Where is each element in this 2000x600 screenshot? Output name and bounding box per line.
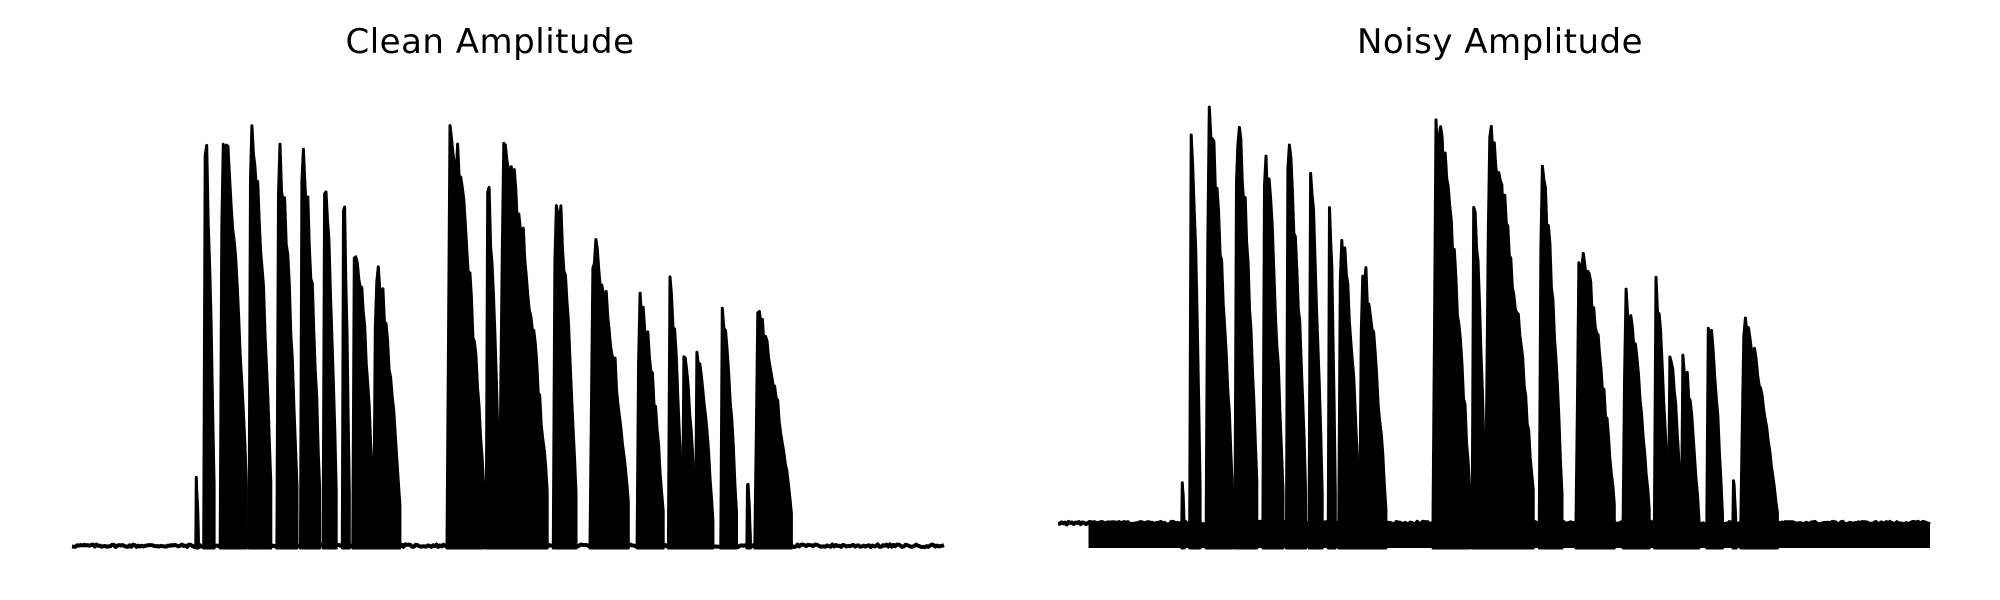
amplitude-burst — [340, 205, 351, 550]
amplitude-burst — [1188, 133, 1202, 550]
clean-amplitude-plot — [71, 124, 945, 550]
chart-title-clean: Clean Amplitude — [345, 22, 635, 62]
amplitude-burst — [202, 143, 216, 550]
amplitude-burst — [1483, 124, 1535, 550]
amplitude-burst — [666, 275, 684, 550]
amplitude-burst — [484, 185, 501, 550]
amplitude-burst — [275, 142, 299, 550]
amplitude-burst — [588, 238, 630, 550]
clean-amplitude-chart: Clean Amplitude — [71, 22, 945, 550]
amplitude-burst — [194, 475, 200, 550]
amplitude-burst — [1307, 171, 1324, 550]
noisy-amplitude-chart: Noisy Amplitude — [1000, 0, 2000, 600]
amplitude-burst — [218, 142, 248, 550]
amplitude-burst — [321, 190, 338, 550]
amplitude-burst — [1261, 154, 1285, 550]
amplitude-burst — [745, 482, 752, 550]
amplitude-burst — [1358, 266, 1388, 550]
amplitude-burst — [1731, 479, 1738, 550]
amplitude-burst — [1652, 275, 1670, 550]
amplitude-burst — [1705, 326, 1724, 550]
amplitude-burst — [1574, 251, 1616, 550]
amplitude-burst — [351, 255, 376, 550]
amplitude-burst — [247, 124, 273, 550]
amplitude-burst — [551, 204, 578, 550]
amplitude-burst — [1285, 143, 1308, 550]
amplitude-burst — [1204, 105, 1234, 550]
amplitude-burst — [1680, 353, 1701, 550]
amplitude-burst — [372, 265, 402, 550]
amplitude-burst — [1233, 125, 1259, 550]
amplitude-burst — [1337, 238, 1362, 550]
noisy-amplitude-plot — [1057, 105, 1931, 550]
amplitude-burst — [635, 291, 665, 550]
amplitude-burst — [694, 350, 715, 550]
amplitude-burst — [680, 355, 697, 550]
amplitude-burst — [1431, 118, 1472, 550]
amplitude-burst — [299, 147, 322, 550]
amplitude-burst — [1621, 287, 1651, 550]
amplitude-burst — [1666, 355, 1683, 550]
amplitude-burst — [1470, 205, 1487, 550]
amplitude-burst — [1537, 164, 1564, 550]
amplitude-burst — [1739, 316, 1779, 550]
amplitude-burst — [1326, 206, 1337, 550]
amplitude-burst — [497, 141, 549, 550]
amplitude-burst — [753, 310, 793, 550]
amplitude-burst — [1180, 481, 1186, 550]
amplitude-burst — [445, 124, 486, 550]
chart-title-noisy: Noisy Amplitude — [1356, 22, 1644, 62]
amplitude-burst — [719, 306, 738, 550]
